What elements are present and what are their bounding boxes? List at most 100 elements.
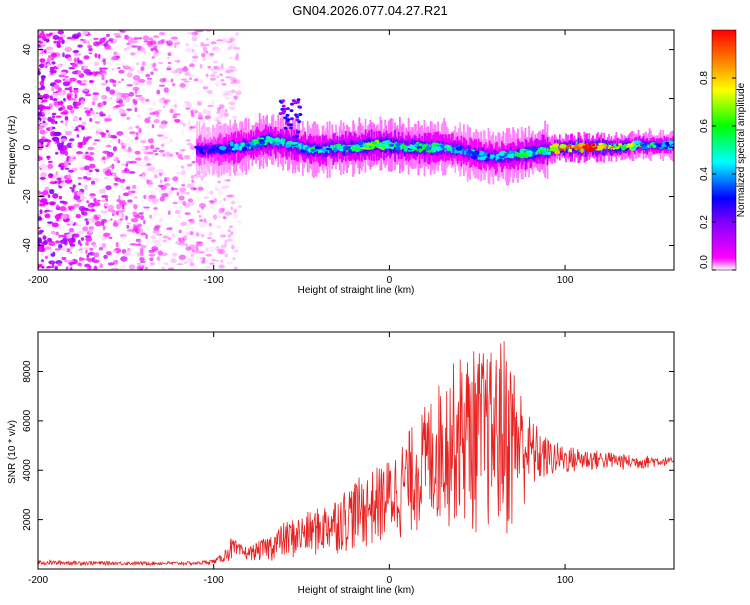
- noise-blob: [178, 237, 181, 242]
- signal-cell: [449, 145, 452, 151]
- colorbar-tick-label: 0.8: [699, 71, 710, 85]
- colorbar-tick-label: 0.2: [699, 215, 710, 229]
- noise-blob: [56, 140, 60, 144]
- signal-hotspot: [582, 145, 587, 149]
- noise-blob: [184, 243, 188, 247]
- signal-cell: [364, 142, 367, 149]
- signal-hotspot: [425, 146, 432, 151]
- noise-blob: [47, 163, 54, 169]
- noise-blob: [77, 124, 83, 128]
- noise-blob: [237, 32, 242, 38]
- noise-blob: [218, 188, 226, 193]
- noise-blob: [189, 135, 193, 139]
- noise-blob: [75, 213, 81, 219]
- noise-blob: [115, 35, 122, 38]
- noise-blob: [212, 71, 218, 74]
- noise-blob: [210, 41, 217, 45]
- noise-blob: [165, 188, 172, 194]
- noise-blob: [201, 53, 206, 58]
- noise-blob: [46, 46, 54, 51]
- noise-blob: [186, 183, 195, 189]
- noise-blob: [151, 197, 159, 204]
- noise-blob: [177, 214, 181, 218]
- signal-cell: [198, 148, 201, 152]
- signal-cell: [356, 144, 358, 149]
- noise-blob: [67, 106, 70, 110]
- noise-blob: [126, 152, 131, 157]
- signal-hotspot: [418, 143, 423, 147]
- noise-blob: [123, 142, 129, 147]
- noise-blob: [202, 57, 206, 62]
- signal-hotspot: [291, 141, 299, 145]
- noise-blob: [126, 72, 133, 78]
- signal-cell: [274, 139, 277, 145]
- signal-spike: [296, 130, 301, 134]
- noise-blob: [101, 94, 108, 100]
- noise-blob: [181, 133, 186, 137]
- signal-hotspot: [471, 151, 480, 157]
- noise-blob: [107, 132, 111, 139]
- signal-hotspot: [249, 141, 255, 146]
- signal-cell: [463, 149, 465, 155]
- noise-blob: [130, 52, 136, 56]
- noise-blob: [64, 81, 71, 86]
- noise-blob: [134, 168, 139, 172]
- noise-blob: [108, 236, 113, 239]
- noise-blob: [202, 86, 209, 90]
- signal-hotspot: [478, 150, 485, 156]
- noise-blob: [49, 66, 55, 71]
- signal-hotspot: [586, 148, 594, 153]
- noise-blob: [94, 53, 98, 58]
- noise-blob: [170, 78, 174, 83]
- noise-blob: [154, 186, 162, 191]
- signal-cell: [427, 141, 430, 152]
- noise-blob: [40, 252, 44, 256]
- noise-blob: [55, 231, 59, 236]
- signal-hotspot: [525, 150, 533, 155]
- signal-cell: [495, 155, 497, 161]
- noise-blob: [178, 254, 186, 261]
- noise-blob: [149, 112, 156, 115]
- noise-blob: [183, 155, 191, 160]
- noise-blob: [89, 247, 94, 251]
- noise-blob: [209, 262, 215, 265]
- noise-blob: [216, 75, 219, 79]
- signal-spike: [294, 113, 298, 117]
- noise-blob: [119, 179, 125, 184]
- noise-blob: [186, 142, 193, 146]
- noise-blob: [54, 174, 59, 179]
- noise-blob: [226, 187, 229, 192]
- noise-blob: [101, 194, 109, 199]
- noise-blob: [121, 204, 125, 210]
- noise-blob: [153, 174, 158, 179]
- noise-blob: [38, 216, 43, 221]
- signal-hotspot: [321, 148, 327, 152]
- noise-blob: [232, 79, 238, 83]
- noise-blob: [220, 63, 224, 69]
- noise-blob: [110, 192, 115, 199]
- noise-blob: [221, 37, 228, 43]
- signal-cell: [298, 144, 300, 148]
- signal-cell: [587, 145, 589, 150]
- noise-blob: [191, 48, 195, 53]
- signal-hotspot: [365, 142, 372, 146]
- noise-blob: [85, 249, 88, 254]
- noise-blob: [69, 97, 77, 101]
- noise-blob: [42, 179, 48, 186]
- noise-blob: [104, 206, 107, 209]
- noise-blob: [59, 71, 67, 75]
- noise-blob: [148, 37, 154, 41]
- noise-blob: [102, 150, 110, 154]
- noise-blob: [139, 247, 144, 254]
- noise-blob: [73, 88, 79, 94]
- noise-blob: [38, 148, 43, 151]
- signal-hotspot: [597, 145, 604, 150]
- noise-blob: [93, 61, 99, 67]
- noise-blob: [57, 87, 62, 93]
- noise-blob: [105, 86, 111, 92]
- noise-blob: [92, 115, 99, 119]
- signal-cell: [234, 144, 236, 151]
- signal-hotspot: [300, 149, 306, 153]
- noise-blob: [129, 131, 136, 135]
- noise-blob: [203, 50, 210, 55]
